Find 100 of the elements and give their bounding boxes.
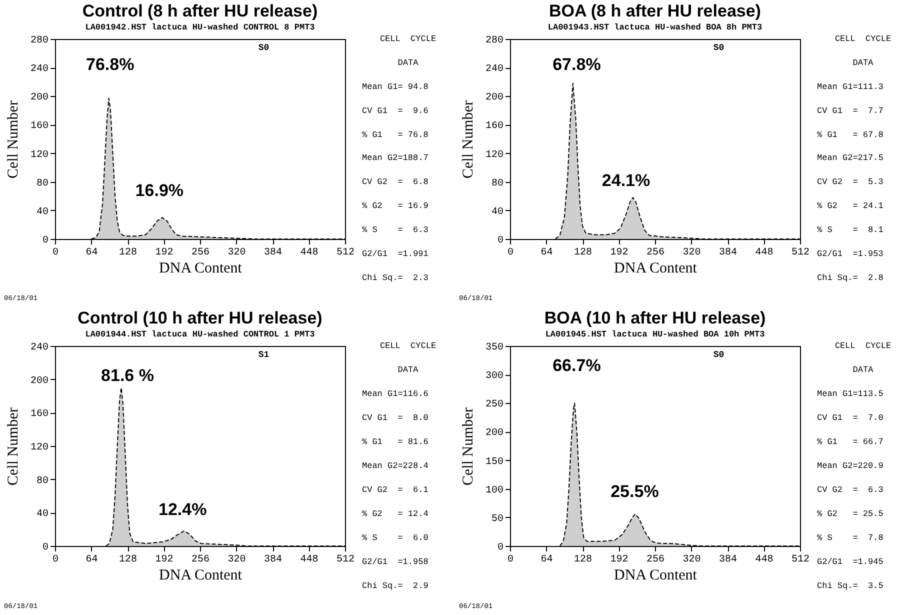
annotation: 12.4% bbox=[158, 500, 207, 519]
text: CV G1 = 9.6 bbox=[362, 106, 430, 116]
text: CV G1 = 7.0 bbox=[817, 413, 884, 423]
y-axis-title: Cell Number bbox=[460, 100, 476, 178]
y-tick-label: 40 bbox=[36, 509, 48, 520]
x-tick-label: 0 bbox=[507, 554, 514, 566]
text: CV G2 = 6.1 bbox=[362, 485, 430, 495]
y-tick-label: 80 bbox=[36, 178, 48, 190]
y-tick-label: 80 bbox=[36, 476, 48, 487]
annotation: 76.8% bbox=[86, 55, 134, 74]
chart-subtitle: LA001945.HST lactuca HU-washed BOA 10h PMT3 bbox=[545, 330, 765, 340]
x-tick-label: 448 bbox=[300, 248, 318, 258]
y-tick-label: 160 bbox=[30, 409, 48, 420]
chart-title: Control (8 h after HU release) bbox=[82, 2, 318, 20]
y-tick-label: 300 bbox=[485, 371, 504, 382]
text: % S = 8.1 bbox=[817, 225, 884, 236]
x-axis-title: DNA Content bbox=[614, 568, 698, 584]
annotation: 67.8% bbox=[552, 55, 601, 74]
text: Mean G1=111.3 bbox=[817, 82, 884, 92]
x-tick-label: 0 bbox=[52, 554, 59, 566]
y-tick-label: 350 bbox=[485, 342, 504, 354]
chart-title: Control (10 h after HU release) bbox=[78, 308, 322, 328]
text: G2/G1 =1.953 bbox=[817, 249, 884, 260]
text: Mean G2=220.9 bbox=[817, 461, 884, 471]
x-tick-label: 320 bbox=[682, 248, 701, 258]
annotation: S0 bbox=[713, 350, 724, 360]
text: % S = 7.8 bbox=[817, 533, 884, 543]
text: DATA bbox=[852, 365, 874, 375]
y-axis-title: Cell Number bbox=[460, 408, 476, 486]
y-axis-title: Cell Number bbox=[5, 100, 22, 178]
text: % S = 6.0 bbox=[362, 533, 430, 543]
chart-subtitle: LA001944.HST lactuca HU-washed CONTROL 1 PMT3 bbox=[85, 330, 315, 340]
text: % G2 = 16.9 bbox=[362, 201, 430, 212]
x-tick-label: 320 bbox=[228, 248, 246, 258]
y-tick-label: 200 bbox=[485, 428, 504, 440]
x-tick-label: 192 bbox=[155, 248, 174, 258]
text: CV G2 = 5.3 bbox=[817, 177, 884, 188]
text: CELL CYCLE bbox=[378, 34, 438, 44]
x-tick-label: 192 bbox=[610, 554, 628, 566]
text: Chi Sq.= 2.3 bbox=[362, 272, 430, 283]
annotation: 66.7% bbox=[552, 356, 601, 375]
text: Mean G2=217.5 bbox=[817, 153, 884, 164]
x-tick-label: 384 bbox=[264, 554, 282, 566]
x-tick-label: 0 bbox=[52, 248, 59, 258]
text: Mean G2=228.4 bbox=[362, 461, 430, 471]
x-tick-label: 128 bbox=[574, 248, 592, 258]
text: % G1 = 67.8 bbox=[817, 130, 884, 140]
x-tick-label: 512 bbox=[791, 248, 810, 258]
x-tick-label: 384 bbox=[718, 554, 738, 566]
x-tick-label: 0 bbox=[507, 248, 514, 258]
text: % S = 6.3 bbox=[362, 225, 430, 236]
text: % G2 = 25.5 bbox=[817, 509, 884, 519]
text: Chi Sq.= 2.8 bbox=[817, 272, 884, 283]
annotation: 16.9% bbox=[135, 181, 184, 200]
y-tick-label: 120 bbox=[485, 150, 504, 161]
x-tick-label: 192 bbox=[610, 248, 628, 258]
annotation: 25.5% bbox=[610, 482, 659, 501]
y-tick-label: 160 bbox=[485, 121, 504, 132]
x-tick-label: 128 bbox=[118, 554, 138, 566]
text: CV G2 = 6.8 bbox=[362, 177, 430, 188]
x-tick-label: 192 bbox=[155, 554, 174, 566]
text: DATA bbox=[396, 365, 420, 375]
annotation: S0 bbox=[258, 43, 270, 53]
x-tick-label: 448 bbox=[300, 554, 318, 566]
x-tick-label: 384 bbox=[264, 248, 282, 258]
y-tick-label: 80 bbox=[491, 178, 504, 190]
x-tick-label: 384 bbox=[718, 248, 738, 258]
y-tick-label: 120 bbox=[30, 150, 48, 161]
y-tick-label: 240 bbox=[30, 342, 48, 354]
x-tick-label: 320 bbox=[682, 554, 701, 566]
x-tick-label: 512 bbox=[336, 554, 355, 566]
text: CV G1 = 8.0 bbox=[362, 413, 430, 423]
annotation: S1 bbox=[258, 350, 270, 360]
text: Chi Sq.= 2.9 bbox=[362, 581, 430, 591]
x-tick-label: 256 bbox=[646, 554, 665, 566]
x-tick-label: 256 bbox=[191, 248, 210, 258]
text: DATA bbox=[396, 58, 420, 68]
y-tick-label: 150 bbox=[485, 456, 504, 468]
x-tick-label: 128 bbox=[574, 554, 592, 566]
text: DATA bbox=[852, 58, 874, 68]
y-tick-label: 100 bbox=[485, 485, 504, 496]
text: % G2 = 24.1 bbox=[817, 201, 884, 212]
text: Mean G1=116.6 bbox=[362, 389, 430, 399]
chart-title: BOA (10 h after HU release) bbox=[544, 308, 766, 328]
text: G2/G1 =1.991 bbox=[362, 249, 430, 260]
chart-title: BOA (8 h after HU release) bbox=[549, 2, 761, 20]
y-tick-label: 40 bbox=[491, 206, 504, 218]
x-tick-label: 448 bbox=[755, 248, 774, 258]
text: % G2 = 12.4 bbox=[362, 509, 430, 519]
y-tick-label: 0 bbox=[497, 236, 504, 246]
text: Mean G1=113.5 bbox=[817, 389, 884, 399]
y-tick-label: 40 bbox=[36, 206, 48, 218]
y-tick-label: 50 bbox=[491, 514, 504, 525]
x-tick-label: 320 bbox=[228, 554, 246, 566]
text: % G1 = 66.7 bbox=[817, 437, 884, 447]
x-tick-label: 64 bbox=[540, 248, 553, 258]
y-tick-label: 120 bbox=[30, 442, 48, 454]
x-axis-title: DNA Content bbox=[159, 568, 243, 584]
annotation: 24.1% bbox=[602, 171, 650, 190]
chart-subtitle: LA001942.HST lactuca HU-washed CONTROL 8 PMT3 bbox=[85, 22, 315, 32]
